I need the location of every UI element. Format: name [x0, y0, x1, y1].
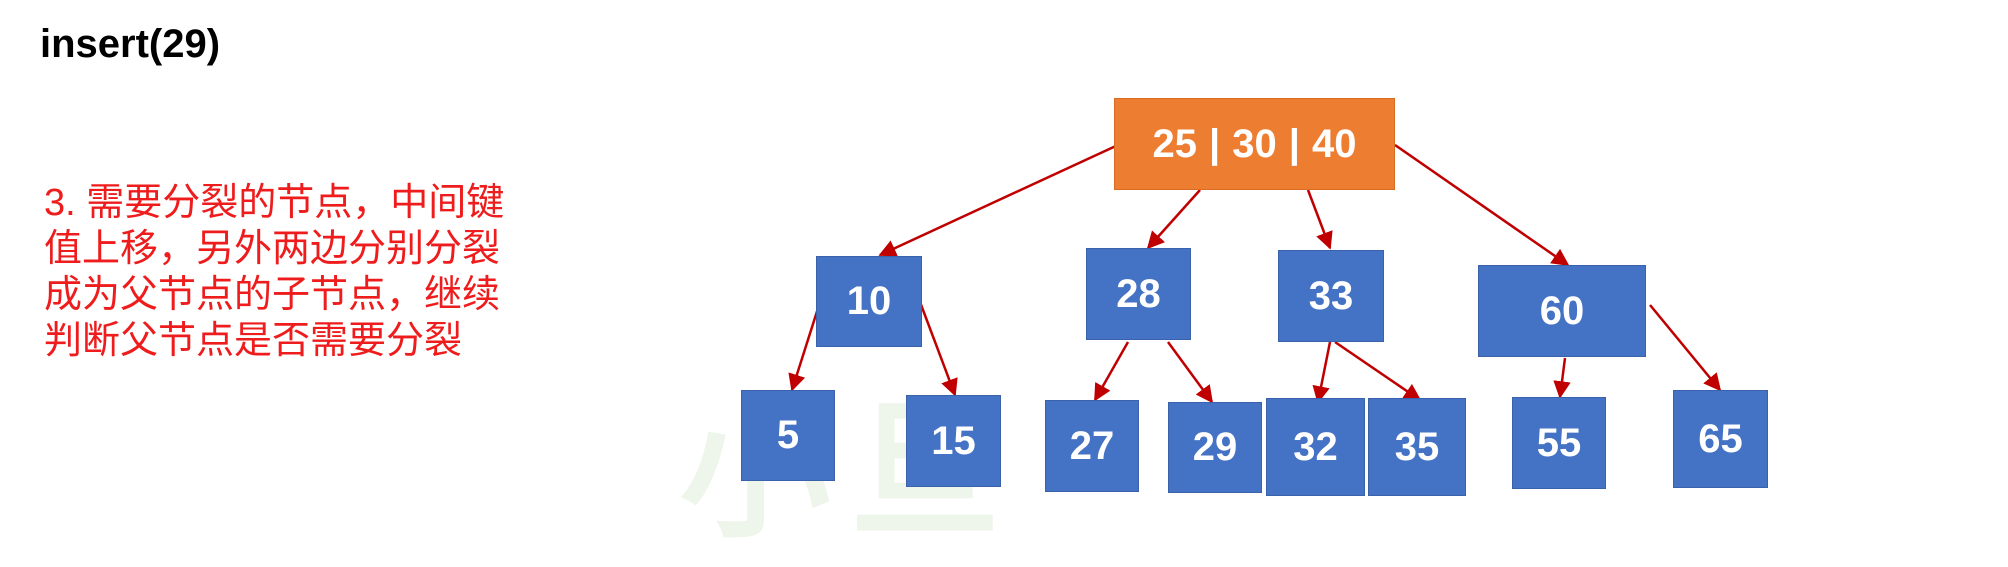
- edge-10-5: [788, 301, 822, 392]
- tree-node-60: 60: [1478, 265, 1646, 357]
- tree-node-32: 32: [1266, 398, 1365, 496]
- edge-10-15: [918, 301, 958, 397]
- tree-node-33: 33: [1278, 250, 1384, 342]
- tree-node-10: 10: [816, 256, 922, 347]
- tree-edges: [788, 143, 1722, 404]
- tree-node-35: 35: [1368, 398, 1466, 496]
- explanation-line: 值上移，另外两边分别分裂: [44, 228, 501, 270]
- tree-node-5: 5: [741, 390, 835, 481]
- root-key: 30: [1232, 121, 1277, 166]
- edge-root-33: [1306, 189, 1333, 250]
- root-key: 40: [1311, 121, 1357, 166]
- edge-33-35: [1334, 340, 1422, 402]
- edge-60-65: [1649, 304, 1722, 392]
- key-separator: |: [1288, 121, 1300, 166]
- edge-60-55: [1553, 357, 1571, 399]
- tree-node-55: 55: [1512, 397, 1606, 489]
- edge-root-10: [878, 143, 1119, 257]
- key-separator: |: [1209, 121, 1221, 166]
- tree-node-65: 65: [1673, 390, 1768, 488]
- tree-node-15: 15: [906, 395, 1001, 487]
- root-node: 25 | 30 | 40: [1114, 98, 1395, 190]
- explanation-line: 成为父节点的子节点，继续: [44, 274, 501, 316]
- edge-33-32: [1312, 341, 1332, 404]
- root-key: 25: [1152, 121, 1198, 166]
- explanation-line: 判断父节点是否需要分裂: [44, 320, 463, 362]
- tree-node-29: 29: [1168, 402, 1262, 493]
- page-title: insert(29): [40, 22, 221, 66]
- edge-28-27: [1093, 341, 1130, 402]
- edge-root-60: [1394, 143, 1570, 267]
- explanation-text: 3. 需要分裂的节点，中间键 值上移，另外两边分别分裂 成为父节点的子节点，继续…: [44, 180, 564, 364]
- explanation-line: 3. 需要分裂的节点，中间键: [44, 182, 505, 224]
- edge-28-29: [1166, 341, 1214, 404]
- edge-root-28: [1146, 189, 1201, 250]
- tree-node-27: 27: [1045, 400, 1139, 492]
- tree-node-28: 28: [1086, 248, 1191, 340]
